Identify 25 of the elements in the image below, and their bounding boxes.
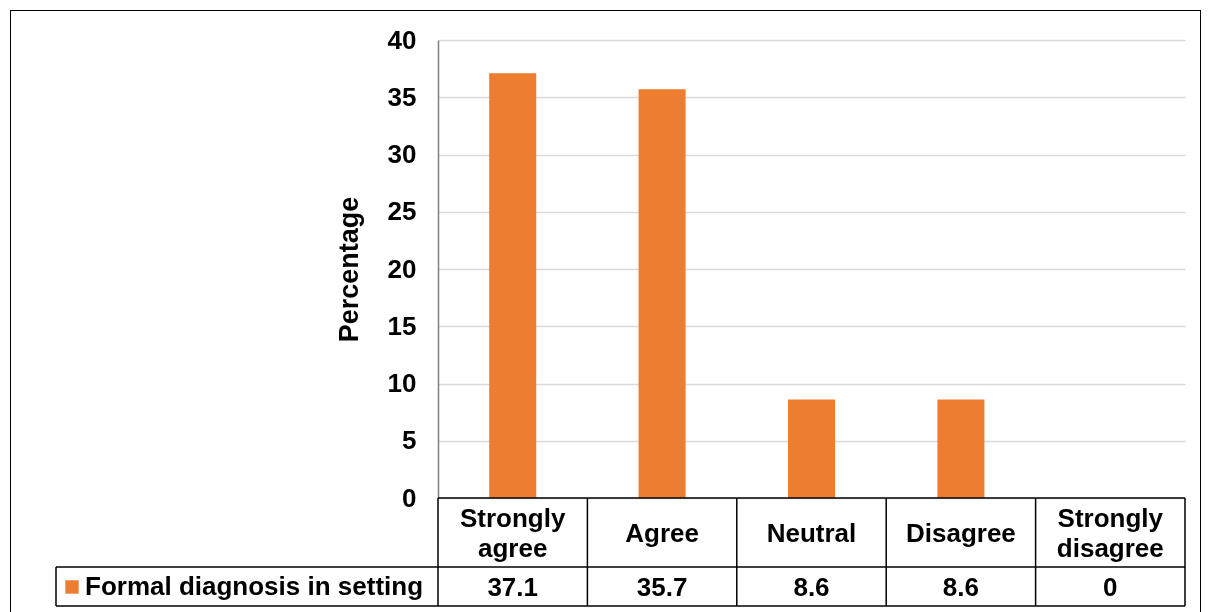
y-tick-label: 0 — [402, 482, 417, 513]
y-tick-label: 40 — [387, 24, 417, 55]
bar — [937, 399, 985, 498]
data-label: 8.6 — [942, 571, 979, 602]
x-tick-label: Strongly agree — [459, 502, 566, 563]
data-label: 8.6 — [793, 571, 830, 602]
y-tick-label: 5 — [402, 425, 417, 456]
bar — [489, 73, 537, 498]
data-label: 0 — [1103, 571, 1118, 602]
y-axis-title: Percentage — [333, 196, 364, 343]
y-tick-label: 20 — [387, 253, 417, 284]
x-tick-label: Neutral — [766, 517, 857, 548]
bar — [638, 89, 686, 498]
legend-label: Formal diagnosis in setting — [85, 571, 424, 601]
y-tick-label: 15 — [387, 310, 417, 341]
y-tick-label: 30 — [387, 139, 417, 169]
x-tick-label: Disagree — [905, 517, 1016, 548]
data-label: 37.1 — [487, 571, 538, 602]
x-tick-label: Strongly disagree — [1056, 502, 1164, 563]
y-tick-label: 35 — [387, 81, 417, 112]
y-tick-label: 10 — [387, 368, 417, 398]
y-tick-label: 25 — [387, 196, 417, 227]
bar — [787, 399, 836, 498]
data-label: 35.7 — [636, 571, 688, 602]
x-tick-label: Agree — [625, 517, 699, 548]
